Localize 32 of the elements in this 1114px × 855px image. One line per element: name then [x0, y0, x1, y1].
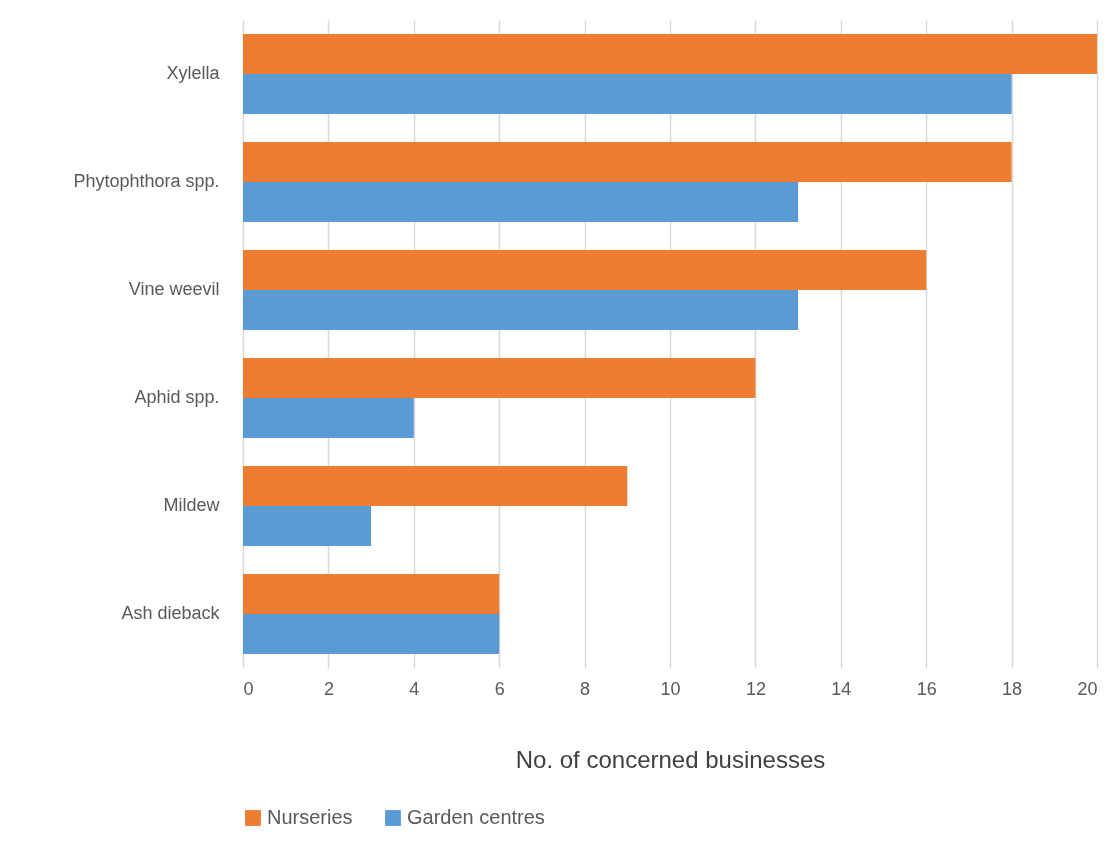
x-tick-label: 2: [323, 678, 334, 699]
bar: [243, 574, 500, 614]
x-tick-label: 12: [745, 678, 766, 699]
bar: [243, 74, 1012, 114]
x-tick-label: 4: [409, 678, 420, 699]
bar: [243, 250, 927, 290]
legend-label: Garden centres: [407, 806, 545, 828]
y-tick-label: Xylella: [166, 63, 221, 83]
bar: [243, 34, 1097, 74]
y-tick-label: Phytophthora spp.: [73, 171, 220, 191]
x-tick-label: 8: [580, 678, 591, 699]
y-tick-label: Mildew: [163, 495, 221, 515]
x-tick-label: 20: [1077, 678, 1098, 699]
x-tick-label: 14: [831, 678, 852, 699]
bar: [243, 506, 372, 546]
x-tick-label: 18: [1002, 678, 1023, 699]
x-tick-label: 0: [243, 678, 254, 699]
bar: [243, 142, 1012, 182]
x-tick-label: 10: [660, 678, 681, 699]
y-tick-label: Aphid spp.: [134, 387, 220, 407]
bar: [243, 358, 756, 398]
x-tick-label: 6: [494, 678, 505, 699]
bar: [243, 398, 414, 438]
bar: [243, 290, 799, 330]
bar: [243, 182, 799, 222]
legend-label: Nurseries: [267, 806, 353, 828]
y-tick-label: Vine weevil: [128, 279, 220, 299]
y-tick-label: Ash dieback: [121, 603, 221, 623]
bar: [243, 466, 628, 506]
x-axis-title: No. of concerned businesses: [515, 745, 826, 773]
x-tick-label: 16: [916, 678, 937, 699]
bar: [243, 614, 500, 654]
